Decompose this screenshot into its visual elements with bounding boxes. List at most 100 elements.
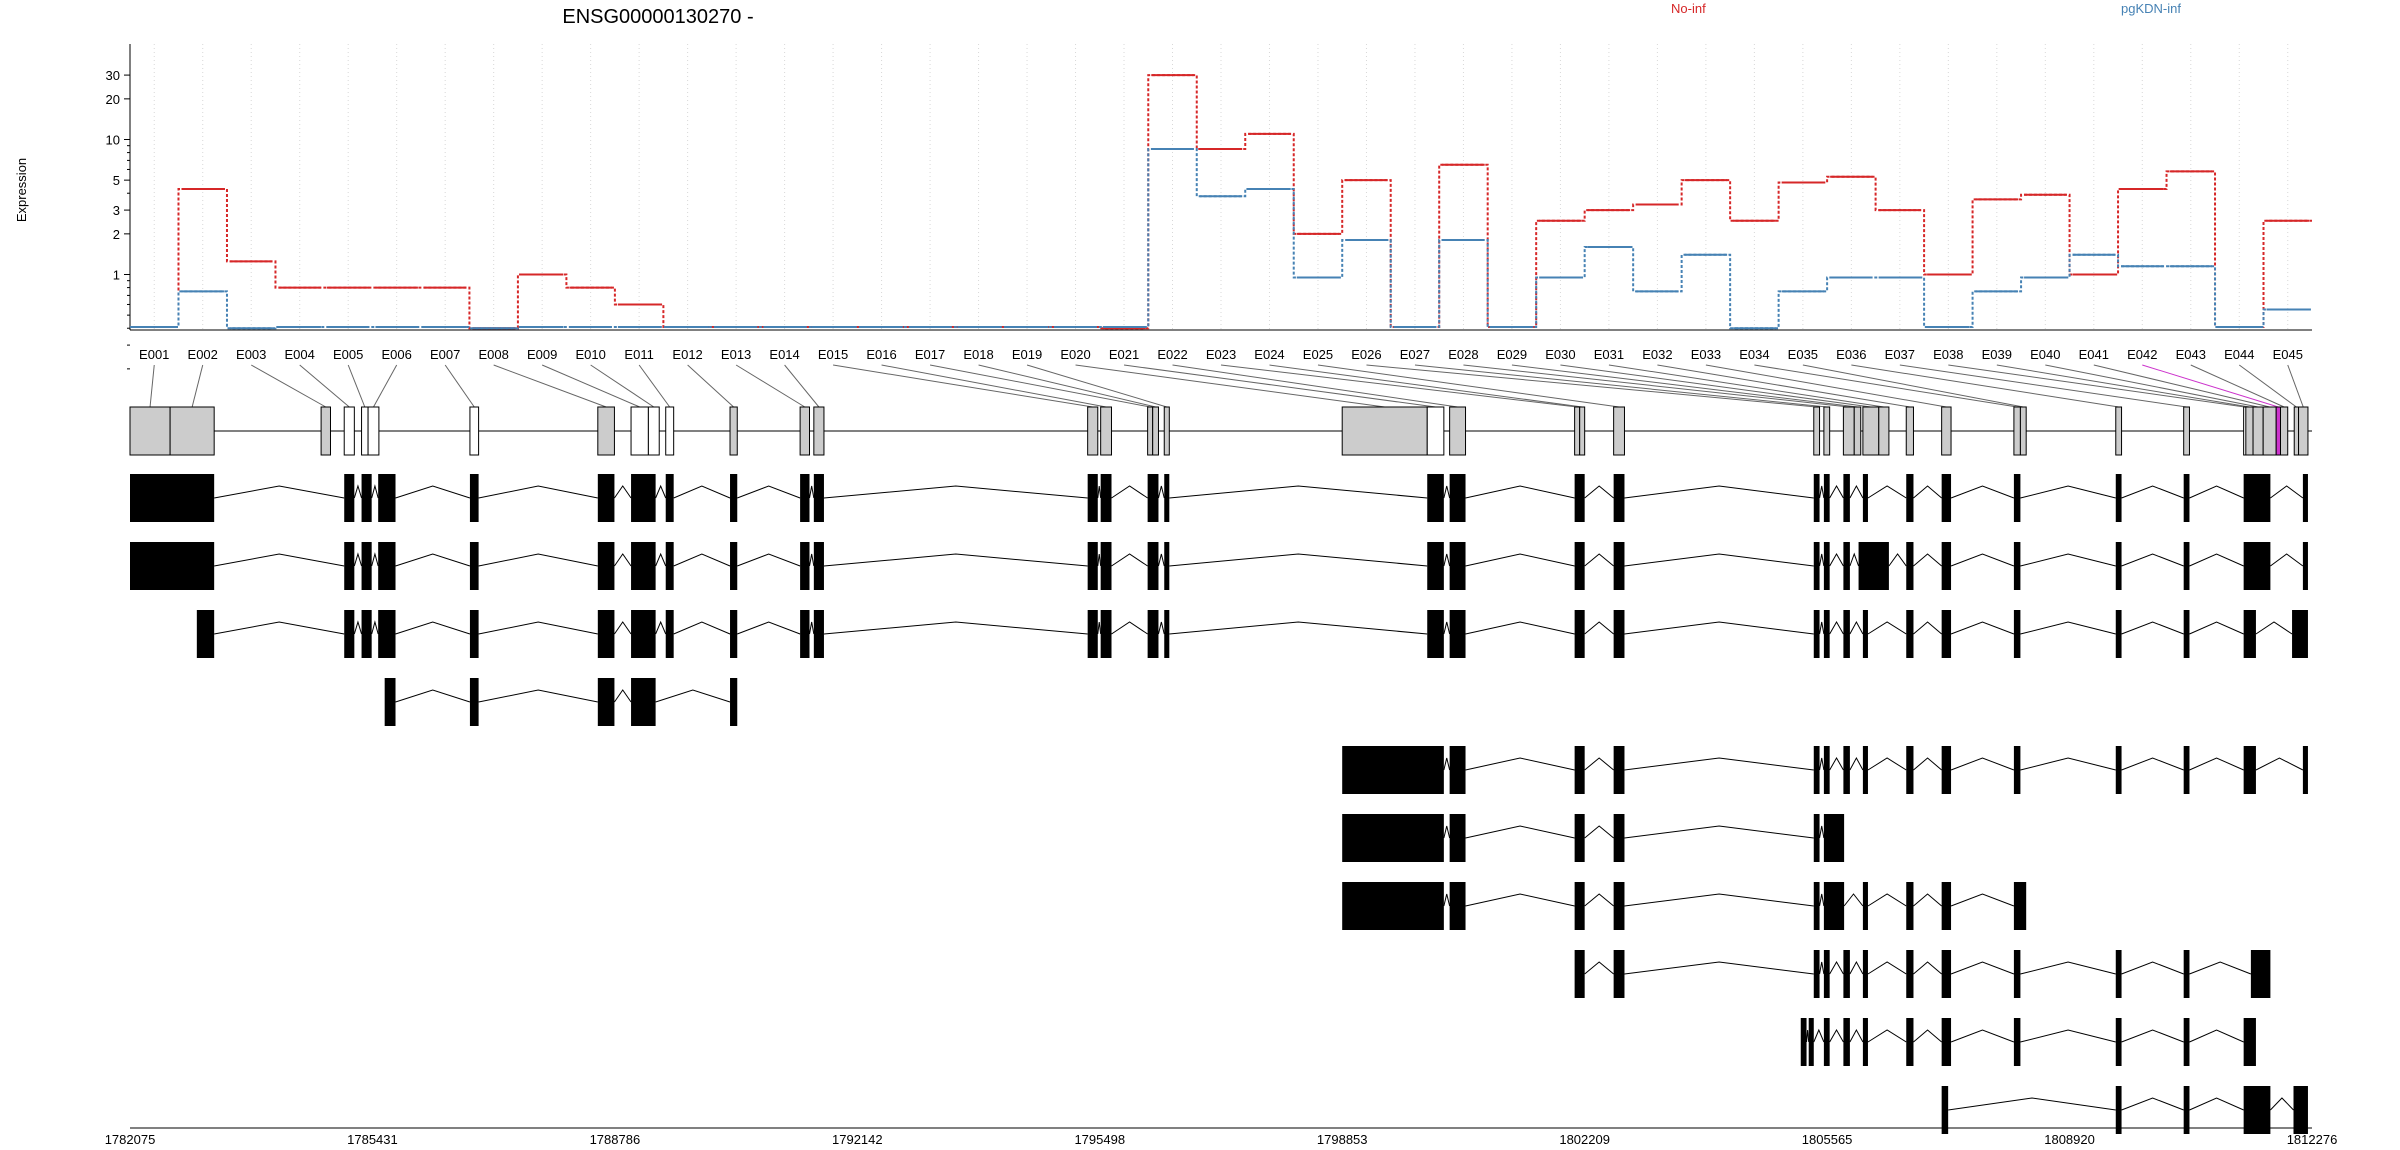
exon-label: E041 (2079, 347, 2109, 362)
transcript-track (130, 474, 2308, 522)
intron-line (1806, 1029, 1810, 1043)
transcript-exon (1164, 474, 1170, 522)
transcript-exon (1613, 542, 1625, 590)
exon-connector (638, 364, 671, 408)
intron-line (1584, 553, 1614, 567)
transcript-exon (1574, 474, 1585, 522)
intron-line (395, 689, 471, 703)
exon-label: E031 (1594, 347, 1624, 362)
transcript-exon (1823, 746, 1830, 794)
transcript-track (1574, 950, 2271, 998)
intron-line (1948, 1097, 2116, 1111)
intron-line (1157, 485, 1165, 499)
intron-line (1867, 757, 1907, 771)
y-tick-label: 5 (113, 173, 120, 188)
exon-label: E033 (1691, 347, 1721, 362)
transcript-exon (378, 542, 396, 590)
transcript-exon (1862, 746, 1868, 794)
transcript-exon (1574, 814, 1585, 862)
exon-box (647, 406, 660, 456)
intron-line (737, 621, 801, 635)
transcript-exon (2243, 610, 2256, 658)
intron-line (809, 621, 815, 635)
intron-line (614, 553, 632, 567)
exon-connector (1851, 364, 2119, 408)
intron-line (2270, 553, 2304, 567)
transcript-exon (1862, 474, 1868, 522)
exon-connector (881, 364, 1107, 408)
exon-label: E015 (818, 347, 848, 362)
intron-line (1584, 757, 1614, 771)
intron-line (823, 553, 1088, 567)
intron-line (673, 553, 731, 567)
exon-box (169, 406, 215, 456)
transcript-exon (1813, 950, 1820, 998)
intron-line (1465, 825, 1575, 839)
transcript-exon (1613, 610, 1625, 658)
transcript-exon (1813, 542, 1820, 590)
exon-connector (1123, 364, 1436, 408)
genomic-tick-label: 1808920 (2044, 1132, 2095, 1147)
intron-line (1867, 485, 1907, 499)
transcript-exon (196, 610, 215, 658)
transcript-exon (800, 474, 810, 522)
transcript-exon (2292, 610, 2308, 658)
intron-line (1443, 757, 1451, 771)
exon-box (1862, 406, 1880, 456)
intron-line (1465, 621, 1575, 635)
transcript-exon (1449, 814, 1466, 862)
transcript-exon (2243, 746, 2256, 794)
exon-labels: E001 E002 E003 E004 E005 E006 E007 E008 E009 E010… (139, 347, 2303, 362)
intron-line (1867, 893, 1907, 907)
intron-line (737, 485, 801, 499)
transcript-exon (2115, 1018, 2122, 1066)
intron-line (655, 484, 667, 499)
intron-line (1813, 1028, 1825, 1043)
exon-box (2262, 406, 2277, 456)
transcript-exon (2115, 474, 2122, 522)
transcript-exon (2243, 1086, 2271, 1134)
exon-label: E042 (2127, 347, 2157, 362)
transcript-exon (1574, 882, 1585, 930)
exon-box (1813, 406, 1821, 456)
transcript-exon (1574, 950, 1585, 998)
transcript-exon (2293, 1086, 2308, 1134)
transcript-exon (1823, 610, 1830, 658)
exon-box (1152, 406, 1159, 456)
exon-connector (250, 364, 327, 408)
exon-box (1823, 406, 1831, 456)
exon-connector (541, 364, 640, 408)
y-tick-label: 3 (113, 203, 120, 218)
intron-line (1584, 485, 1614, 499)
series-line-pgkdn-inf (130, 148, 2312, 330)
intron-line (2121, 553, 2184, 567)
transcript-exon (1342, 882, 1444, 930)
intron-line (1443, 893, 1451, 907)
exon-connector (444, 364, 475, 408)
intron-line (673, 485, 731, 499)
transcript-exon (469, 542, 479, 590)
transcript-track (1342, 882, 2027, 930)
transcript-exon (1941, 950, 1952, 998)
exon-connector (2238, 364, 2297, 408)
genomic-tick-label: 1802209 (1559, 1132, 1610, 1147)
transcript-track (130, 542, 2308, 590)
intron-line (2121, 621, 2184, 635)
intron-line (1169, 621, 1428, 635)
transcript-exon (2115, 746, 2122, 794)
exon-connector (590, 364, 655, 408)
transcript-exon (378, 474, 396, 522)
transcript-exon (1427, 474, 1444, 522)
intron-line (1819, 893, 1825, 907)
exon-connector (1026, 364, 1167, 408)
transcript-exon (1941, 1086, 1949, 1134)
intron-line (2121, 757, 2184, 771)
intron-line (809, 553, 815, 567)
exon-box (1163, 406, 1170, 456)
intron-line (1624, 485, 1814, 499)
transcript-exon (1823, 542, 1830, 590)
intron-line (2020, 553, 2116, 567)
intron-line (2189, 1097, 2244, 1111)
transcript-exon (665, 610, 674, 658)
exon-label: E013 (721, 347, 751, 362)
